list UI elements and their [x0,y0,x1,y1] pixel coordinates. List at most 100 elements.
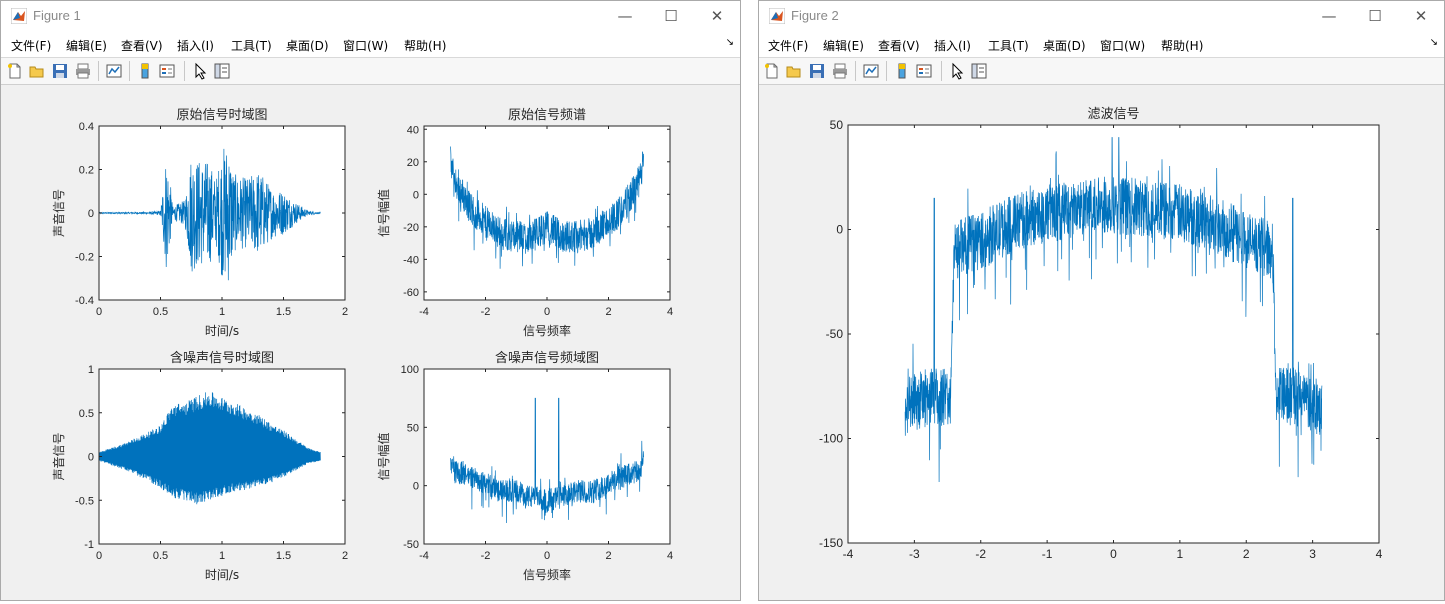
x-tick-label: 2 [342,550,348,562]
x-tick-label: 2 [1243,547,1250,561]
x-axis-label: 信号频率 [523,567,571,582]
open-file-icon[interactable] [785,62,803,80]
figure-canvas[interactable]: -4 -3 -2 -1 0 1 2 3 4 -150 -100 -50 0 50 滤波信号 [759,85,1444,600]
menu-overflow-icon[interactable]: ↘ [1429,37,1438,48]
signal-line [98,148,321,281]
y-axis-label: 声音信号 [51,189,66,237]
y-tick-label: -50 [826,327,844,341]
x-axis-label: 时间/s [205,324,239,338]
print-icon[interactable] [74,62,92,80]
y-tick-label: 0.5 [79,408,94,420]
menu-file[interactable]: 文件(F) [768,39,809,53]
window-title: Figure 1 [33,8,81,23]
y-tick-label: -50 [403,539,419,551]
x-tick-label: 2 [605,550,611,562]
minimize-button[interactable]: — [1321,7,1337,25]
menu-help[interactable]: 帮助(H) [404,39,447,53]
menu-tools[interactable]: 工具(T) [231,39,272,53]
menu-insert[interactable]: 插入(I) [934,39,971,53]
close-button[interactable]: ✕ [710,7,724,25]
minimize-button[interactable]: — [617,7,633,25]
property-inspector-icon[interactable] [970,62,988,80]
x-tick-label: 2 [605,306,611,318]
x-axis-label: 信号频率 [523,323,571,338]
menu-window[interactable]: 窗口(W) [343,39,389,53]
menu-desktop[interactable]: 桌面(D) [286,39,329,53]
y-tick-label: 0 [413,481,419,493]
title-bar[interactable]: Figure 1 — ☐ ✕ [1,1,740,31]
x-tick-label: 0.5 [153,550,168,562]
y-tick-label: 100 [401,364,419,376]
colorbar-icon[interactable] [893,62,911,80]
x-tick-label: 4 [1376,547,1383,561]
menu-help[interactable]: 帮助(H) [1161,39,1204,53]
signal-line [450,146,644,269]
figure-2-axes-container: -4 -3 -2 -1 0 1 2 3 4 -150 -100 -50 0 50 滤波信号 [819,107,1383,561]
new-figure-icon[interactable] [763,62,781,80]
menu-bar: 文件(F) 编辑(E) 查看(V) 插入(I) 工具(T) 桌面(D) 窗口(W… [1,31,740,58]
x-tick-label: -1 [1042,547,1053,561]
signal-line [904,137,1323,483]
axes-title: 原始信号频谱 [508,108,586,123]
x-tick-label: 0 [544,306,550,318]
x-tick-label: 4 [667,306,673,318]
y-tick-label: 0.2 [79,165,94,177]
legend-icon[interactable] [915,62,933,80]
x-tick-label: 1 [219,550,225,562]
colorbar-icon[interactable] [136,62,154,80]
figure-2-window: Figure 2 — ☐ ✕ 文件(F) 编辑(E) 查看(V) 插入(I) 工… [758,0,1445,601]
print-icon[interactable] [831,62,849,80]
menu-overflow-icon[interactable]: ↘ [725,37,734,48]
menu-view[interactable]: 查看(V) [121,39,163,53]
window-title: Figure 2 [791,8,839,23]
title-bar[interactable]: Figure 2 — ☐ ✕ [759,1,1444,31]
menu-tools[interactable]: 工具(T) [988,39,1029,53]
axes-5[interactable]: -4 -3 -2 -1 0 1 2 3 4 -150 -100 -50 0 50 滤波信号 [819,107,1383,561]
x-tick-label: -2 [975,547,986,561]
link-plot-icon[interactable] [862,62,880,80]
y-tick-label: -60 [403,287,419,299]
menu-view[interactable]: 查看(V) [878,39,920,53]
toolbar-separator [886,61,887,81]
signal-line [98,392,321,505]
menu-desktop[interactable]: 桌面(D) [1043,39,1086,53]
menu-edit[interactable]: 编辑(E) [66,39,107,53]
y-tick-label: 50 [830,118,844,132]
figure-canvas[interactable]: 0 0.5 1 1.5 2 -0.4 -0.2 0 0.2 0.4 原始信号时域图 时间/s 声音信号 -… [1,85,740,600]
close-button[interactable]: ✕ [1414,7,1428,25]
menu-file[interactable]: 文件(F) [11,39,52,53]
axes-title: 滤波信号 [1087,107,1139,122]
new-figure-icon[interactable] [6,62,24,80]
toolbar-separator [184,61,185,81]
open-file-icon[interactable] [28,62,46,80]
maximize-button[interactable]: ☐ [1368,7,1382,25]
x-tick-label: 0 [544,550,550,562]
axes-title: 含噪声信号时域图 [170,350,274,366]
edit-plot-icon[interactable] [191,62,209,80]
menu-insert[interactable]: 插入(I) [177,39,214,53]
figure-1-window: Figure 1 — ☐ ✕ 文件(F) 编辑(E) 查看(V) 插入(I) 工… [0,0,741,601]
save-icon[interactable] [808,62,826,80]
property-inspector-icon[interactable] [213,62,231,80]
menu-window[interactable]: 窗口(W) [1100,39,1146,53]
x-tick-label: 0 [96,550,102,562]
x-tick-label: -4 [419,306,429,318]
x-tick-label: 0.5 [153,306,168,318]
toolbar-separator [855,61,856,81]
x-tick-label: 0 [96,306,102,318]
legend-icon[interactable] [158,62,176,80]
edit-plot-icon[interactable] [948,62,966,80]
maximize-button[interactable]: ☐ [664,7,678,25]
save-icon[interactable] [51,62,69,80]
y-tick-label: -40 [403,254,419,266]
link-plot-icon[interactable] [105,62,123,80]
y-tick-label: 1 [88,364,94,376]
y-axis-label: 声音信号 [51,432,66,480]
y-axis-label: 信号幅值 [376,432,391,480]
x-tick-label: -3 [909,547,920,561]
menu-edit[interactable]: 编辑(E) [823,39,864,53]
